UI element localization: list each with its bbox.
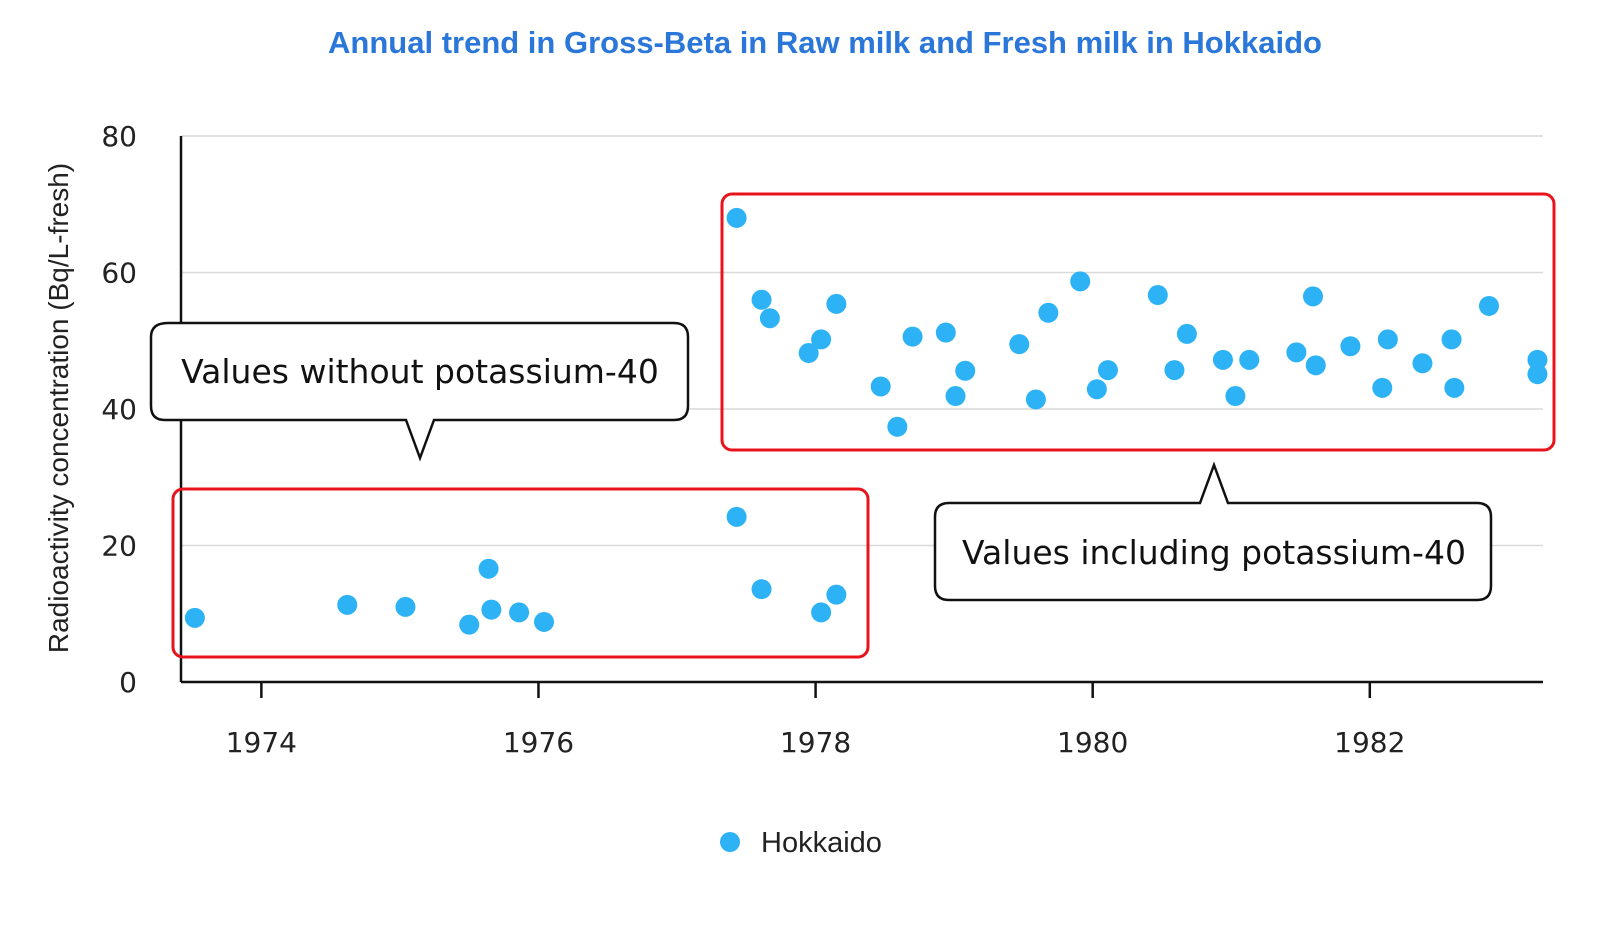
data-point[interactable] [1377,329,1398,350]
data-point[interactable] [935,322,956,343]
data-point[interactable] [945,386,966,407]
data-point[interactable] [1164,360,1185,381]
y-tick-label: 60 [101,257,137,290]
data-point[interactable] [1305,355,1326,376]
data-point[interactable] [184,607,205,628]
data-point[interactable] [811,329,832,350]
data-point[interactable] [1025,389,1046,410]
data-point[interactable] [759,308,780,329]
data-point[interactable] [726,207,747,228]
data-point[interactable] [811,602,832,623]
data-point[interactable] [1038,302,1059,323]
data-point[interactable] [459,614,480,635]
data-point[interactable] [1478,295,1499,316]
y-tick-label: 80 [101,120,137,153]
y-tick-label: 20 [101,530,137,563]
data-point[interactable] [1147,285,1168,306]
data-point[interactable] [1212,349,1233,370]
data-point[interactable] [1340,336,1361,357]
data-point[interactable] [870,376,891,397]
data-point[interactable] [751,289,772,310]
data-point[interactable] [887,416,908,437]
data-point[interactable] [726,506,747,527]
data-point[interactable] [826,293,847,314]
data-point[interactable] [1527,364,1548,385]
data-point[interactable] [751,579,772,600]
y-axis-label: Radioactivity concentration (Bq/L-fresh) [43,163,74,653]
data-point[interactable] [798,343,819,364]
data-point[interactable] [1097,360,1118,381]
data-point[interactable] [395,596,416,617]
data-point[interactable] [955,360,976,381]
y-tick-label: 0 [119,666,137,699]
data-point[interactable] [481,599,502,620]
data-point[interactable] [1527,349,1548,370]
x-tick-label: 1976 [503,726,574,759]
data-point[interactable] [478,558,499,579]
data-point[interactable] [1286,342,1307,363]
data-point[interactable] [1176,323,1197,344]
data-point[interactable] [1225,386,1246,407]
data-point[interactable] [1441,329,1462,350]
callout-without-k40 [149,321,690,462]
data-point[interactable] [1412,353,1433,374]
x-tick-label: 1978 [780,726,851,759]
callout-text-without-k40: Values without potassium-40 [181,352,659,391]
data-point[interactable] [509,602,530,623]
y-tick-label: 40 [101,393,137,426]
y-axis-ticks: 0 20 40 60 80 [101,120,137,699]
x-tick-label: 1982 [1334,726,1405,759]
data-point[interactable] [826,584,847,605]
data-point[interactable] [1086,379,1107,400]
annotation-box-including-k40 [720,192,1556,452]
data-point[interactable] [1372,377,1393,398]
x-tick-label: 1980 [1057,726,1128,759]
x-tick-label: 1974 [226,726,297,759]
annotation-box-without-k40 [171,487,870,659]
callout-including-k40 [933,461,1493,602]
legend-label-hokkaido[interactable]: Hokkaido [761,827,882,859]
legend: Hokkaido [720,827,882,859]
data-point[interactable] [1009,334,1030,355]
data-point[interactable] [534,611,555,632]
data-point[interactable] [1239,349,1260,370]
chart-title: Annual trend in Gross-Beta in Raw milk a… [328,25,1322,60]
data-point[interactable] [902,326,923,347]
series-hokkaido [184,207,1548,635]
data-point[interactable] [1070,271,1091,292]
x-axis-ticks: 1974 1976 1978 1980 1982 [226,682,1405,759]
data-point[interactable] [1444,377,1465,398]
legend-marker-hokkaido[interactable] [720,832,740,852]
data-point[interactable] [337,594,358,615]
callout-text-including-k40: Values including potassium-40 [962,533,1466,572]
data-point[interactable] [1302,286,1323,307]
